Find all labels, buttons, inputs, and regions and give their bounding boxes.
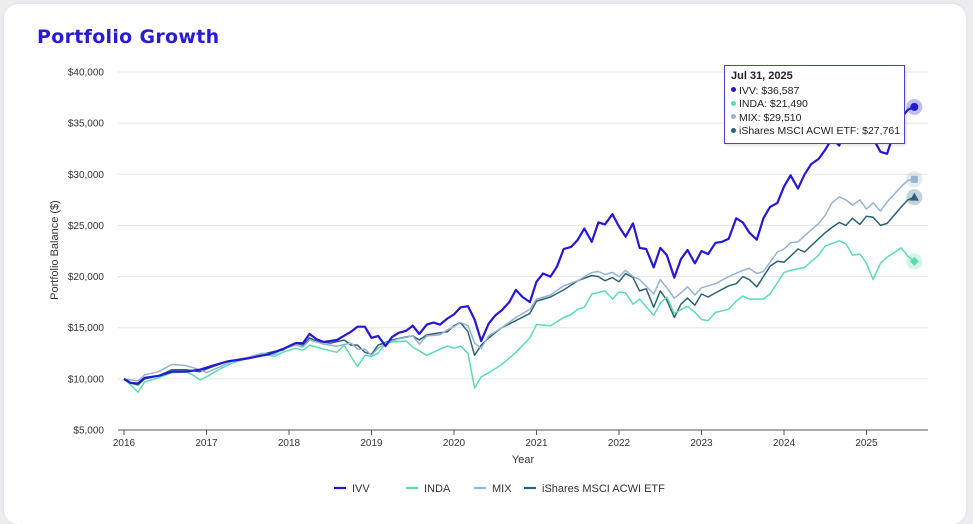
legend-label: iShares MSCI ACWI ETF [542, 483, 665, 495]
y-tick-label: $30,000 [68, 170, 105, 181]
y-tick-label: $15,000 [68, 323, 105, 334]
y-tick-label: $35,000 [68, 119, 105, 130]
tooltip-text-ivv: IVV: $36,587 [739, 84, 800, 97]
chart-title: Portfolio Growth [37, 26, 220, 48]
x-tick-label: 2025 [855, 438, 878, 449]
y-tick-label: $10,000 [68, 374, 105, 385]
end-marker-mix[interactable] [910, 175, 918, 183]
x-axis-label: Year [512, 454, 535, 466]
tooltip-line-mix: MIX: $29,510 [731, 112, 898, 126]
tooltip-dot-acwi [731, 127, 736, 133]
tooltip-text-mix: MIX: $29,510 [739, 111, 802, 124]
end-marker-ishares-msci-acwi-etf[interactable] [909, 192, 919, 201]
chart-tooltip: Jul 31, 2025 IVV: $36,587 INDA: $21,490 … [724, 65, 905, 144]
y-tick-label: $40,000 [68, 68, 105, 79]
y-tick-label: $25,000 [68, 221, 105, 232]
legend-label: MIX [492, 483, 512, 495]
x-tick-label: 2018 [278, 438, 301, 449]
series-line-inda [123, 240, 915, 393]
tooltip-dot-ivv [731, 87, 736, 93]
y-axis-label: Portfolio Balance ($) [49, 200, 61, 300]
x-tick-label: 2023 [690, 438, 713, 449]
y-tick-label: $5,000 [73, 426, 104, 437]
series-line-ivv [123, 105, 915, 385]
legend-item-ishares-msci-acwi-etf[interactable]: iShares MSCI ACWI ETF [524, 483, 665, 495]
tooltip-dot-inda [731, 100, 736, 106]
x-axis-ticks: 2016 2017 2018 2019 2020 2021 2022 2023 2024 2025 [113, 429, 928, 449]
chart-legend: IVV INDA MIX iShares MSCI ACWI ETF [334, 483, 665, 495]
legend-item-inda[interactable]: INDA [406, 483, 451, 495]
x-tick-label: 2017 [195, 438, 218, 449]
series-line-mix [123, 178, 915, 382]
x-tick-label: 2020 [443, 438, 466, 449]
x-tick-label: 2022 [608, 438, 631, 449]
legend-label: IVV [352, 483, 370, 495]
end-markers [906, 98, 923, 270]
tooltip-text-inda: INDA: $21,490 [739, 98, 808, 110]
legend-item-mix[interactable]: MIX [474, 483, 512, 495]
tooltip-line-inda: INDA: $21,490 [731, 98, 898, 112]
x-tick-label: 2016 [113, 438, 136, 449]
end-marker-inda[interactable] [909, 256, 919, 266]
tooltip-line-acwi: iShares MSCI ACWI ETF: $27,761 [731, 125, 901, 139]
chart-series [123, 105, 915, 393]
legend-label: INDA [424, 483, 451, 495]
legend-item-ivv[interactable]: IVV [334, 483, 370, 495]
y-tick-label: $20,000 [68, 272, 105, 283]
x-tick-label: 2021 [525, 438, 548, 449]
tooltip-date: Jul 31, 2025 [731, 70, 793, 82]
tooltip-text-acwi: iShares MSCI ACWI ETF: $27,761 [739, 125, 901, 137]
y-axis-ticks: $5,000 $10,000 $15,000 $20,000 $25,000 $30,00… [68, 68, 105, 437]
x-tick-label: 2024 [773, 438, 796, 449]
tooltip-dot-mix [731, 114, 736, 120]
end-marker-ivv[interactable] [910, 102, 919, 111]
tooltip-line-ivv: IVV: $36,587 [731, 85, 898, 99]
x-tick-label: 2019 [360, 438, 383, 449]
series-line-ishares-msci-acwi-etf [123, 196, 915, 386]
